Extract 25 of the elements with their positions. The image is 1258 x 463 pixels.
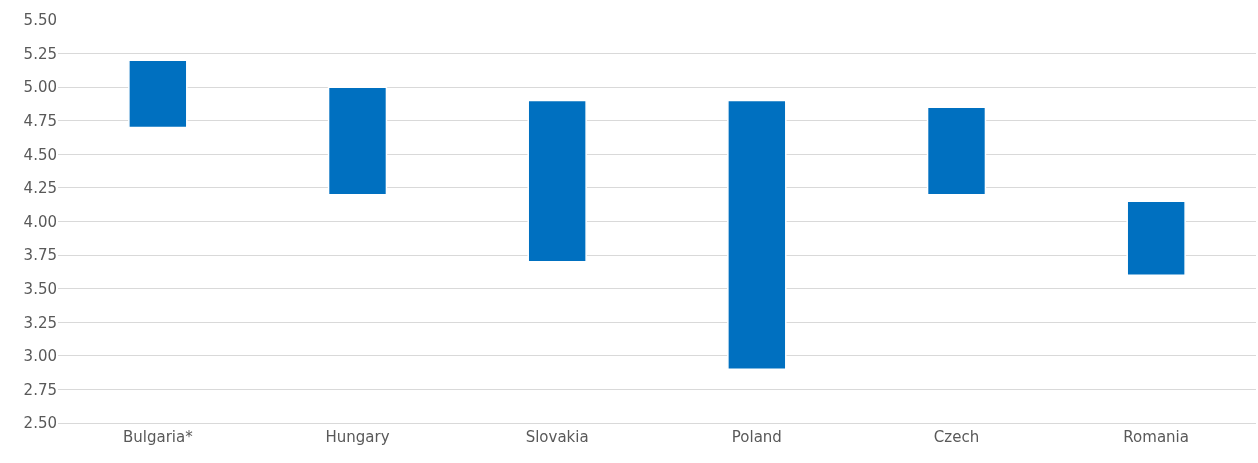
bar: [327, 86, 388, 196]
y-tick-label: 3.75: [23, 246, 57, 265]
x-tick-label: Bulgaria*: [122, 428, 194, 446]
y-tick-label: 5.25: [23, 44, 57, 63]
bar: [1126, 200, 1186, 276]
x-tick-label: Romania: [1123, 428, 1189, 446]
y-tick-label: 3.50: [23, 279, 57, 298]
y-tick-label: 5.50: [23, 11, 57, 30]
bar: [128, 59, 188, 129]
x-tick-label: Poland: [731, 428, 782, 446]
bar: [527, 99, 587, 263]
y-tick-label: 3.25: [23, 313, 57, 332]
y-tick-label: 4.00: [23, 212, 57, 231]
x-tick-label: Hungary: [325, 428, 390, 446]
y-tick-label: 4.75: [23, 112, 57, 130]
y-tick-label: 3.00: [23, 347, 57, 366]
bar: [727, 99, 787, 371]
x-tick-label: Slovakia: [525, 428, 589, 446]
y-tick-label: 4.25: [23, 179, 57, 198]
y-tick-label: 4.50: [23, 145, 57, 164]
y-tick-label: 2.50: [23, 414, 57, 433]
y-tick-label: 2.75: [23, 380, 57, 399]
bar: [926, 106, 987, 196]
y-tick-label: 5.00: [23, 78, 57, 97]
x-tick-label: Czech: [933, 428, 980, 446]
